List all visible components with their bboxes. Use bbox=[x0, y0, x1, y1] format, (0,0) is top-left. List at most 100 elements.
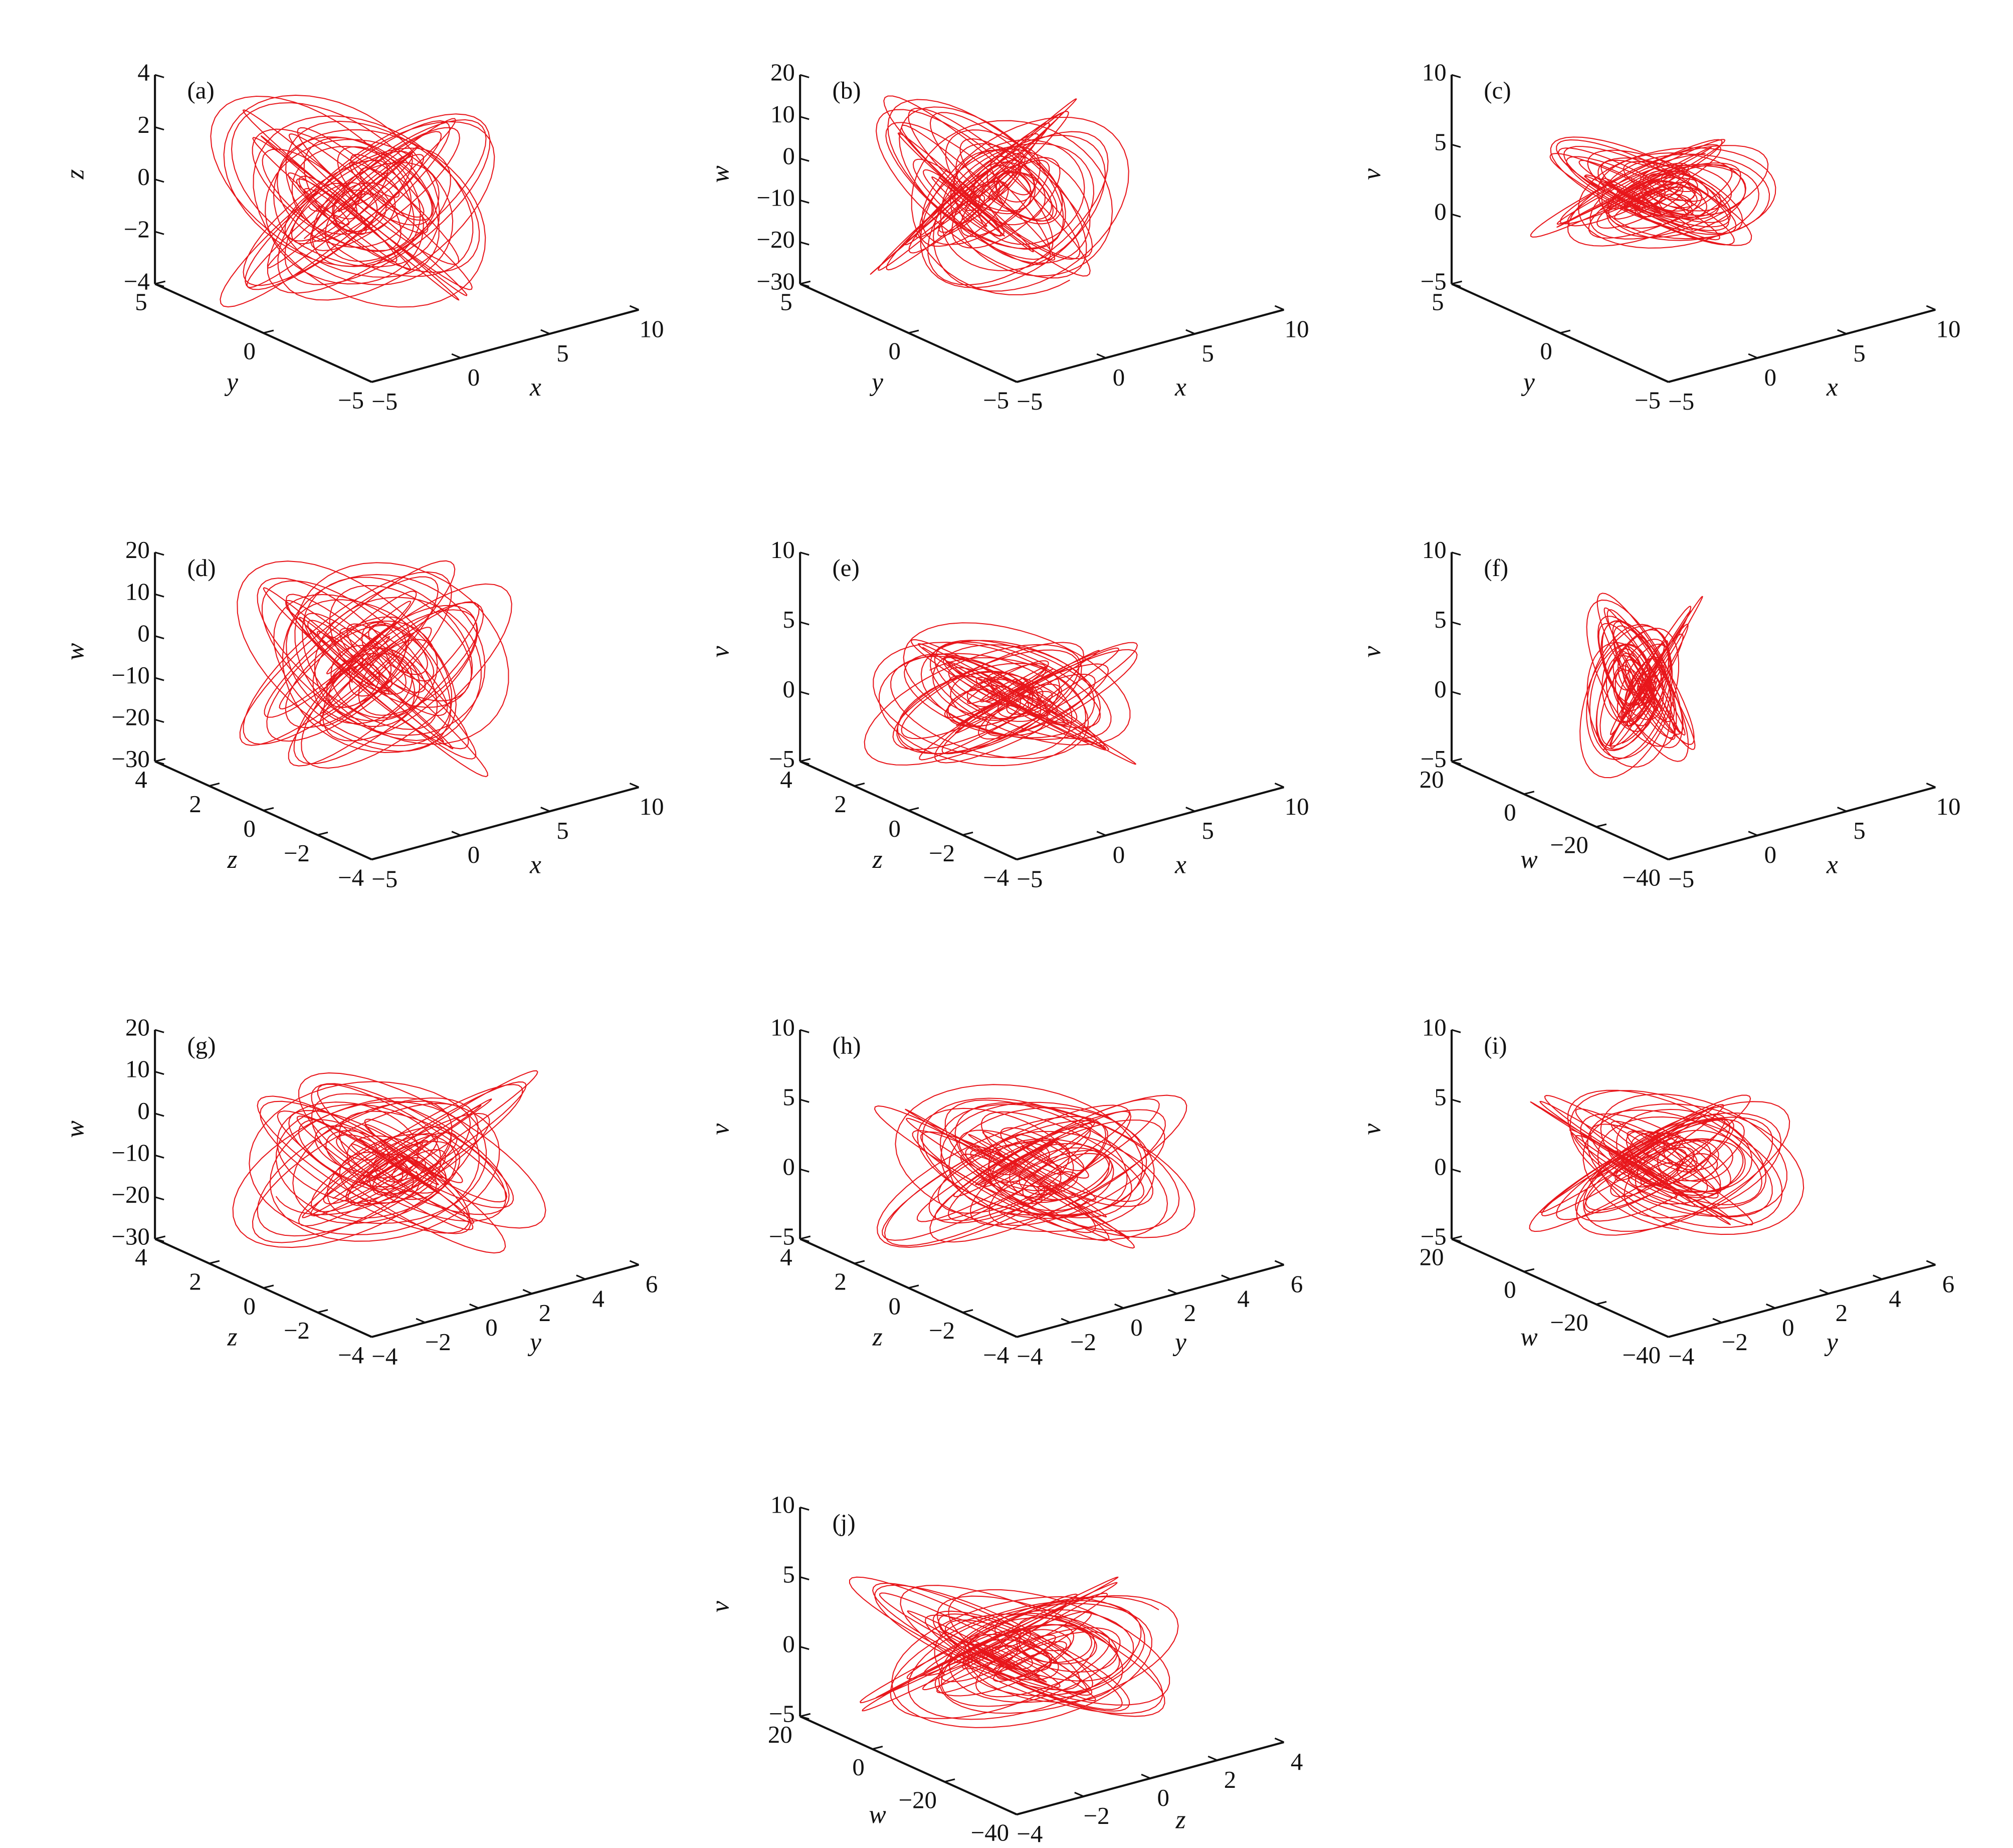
axis-label: y bbox=[224, 368, 238, 397]
axis-label: w bbox=[1520, 845, 1537, 874]
tick-mark bbox=[1017, 379, 1028, 383]
panel-label: (d) bbox=[187, 554, 216, 582]
trajectory bbox=[1530, 136, 1776, 249]
tick-mark bbox=[1748, 831, 1758, 836]
tick-label: 5 bbox=[135, 288, 147, 316]
tick-mark bbox=[1451, 143, 1461, 148]
axis-label: y bbox=[869, 368, 883, 397]
tick-mark bbox=[1837, 807, 1847, 812]
tick-mark bbox=[1274, 305, 1285, 311]
axis-label: x bbox=[1174, 851, 1186, 879]
tick-mark bbox=[263, 1284, 274, 1289]
tick-mark bbox=[1274, 1737, 1285, 1743]
tick-mark bbox=[799, 1238, 810, 1242]
tick-mark bbox=[1007, 377, 1018, 383]
tick-mark bbox=[1061, 1318, 1071, 1324]
tick-label: 0 bbox=[243, 815, 255, 842]
tick-label: 10 bbox=[1285, 793, 1309, 820]
depth-axis bbox=[154, 760, 372, 861]
tick-mark bbox=[799, 280, 811, 285]
tick-label: −40 bbox=[971, 1818, 1009, 1846]
tick-label: 0 bbox=[782, 142, 794, 169]
tick-label: −4 bbox=[124, 268, 150, 295]
tick-label: −20 bbox=[111, 1181, 149, 1208]
tick-label: 5 bbox=[1201, 817, 1214, 844]
tick-label: 5 bbox=[1434, 606, 1446, 633]
tick-mark bbox=[1873, 1274, 1883, 1280]
tick-label: −5 bbox=[371, 388, 397, 415]
tick-mark bbox=[1451, 213, 1461, 218]
tick-mark bbox=[1595, 823, 1607, 828]
panel-label: (a) bbox=[187, 77, 214, 104]
depth-axis bbox=[1451, 283, 1669, 383]
tick-mark bbox=[908, 807, 919, 811]
tick-label: 0 bbox=[1764, 841, 1776, 868]
axis-label: z bbox=[872, 845, 883, 874]
tick-mark bbox=[799, 1715, 810, 1720]
tick-label: −2 bbox=[284, 1317, 310, 1344]
tick-label: 10 bbox=[1936, 793, 1961, 820]
tick-mark bbox=[362, 855, 372, 860]
tick-label: −5 bbox=[983, 386, 1009, 414]
tick-label: 0 bbox=[1113, 363, 1125, 391]
panel: −30 −20 −10 0 10 20 −5 0 5 −5 0 5 10 w y x (b) bbox=[706, 59, 1309, 415]
tick-label: 0 bbox=[1434, 198, 1446, 226]
tick-mark bbox=[154, 758, 166, 763]
axis-label: x bbox=[1826, 851, 1838, 879]
panel-label: (h) bbox=[833, 1031, 861, 1059]
tick-mark bbox=[1926, 305, 1936, 311]
tick-label: 0 bbox=[468, 841, 480, 868]
tick-label: 4 bbox=[135, 766, 147, 793]
tick-label: −40 bbox=[1623, 1341, 1661, 1369]
tick-mark bbox=[1185, 807, 1195, 812]
tick-mark bbox=[1451, 621, 1461, 626]
tick-label: 4 bbox=[592, 1284, 604, 1312]
tick-label: 20 bbox=[125, 536, 150, 564]
tick-label: 0 bbox=[1434, 675, 1446, 703]
tick-label: 2 bbox=[1224, 1766, 1236, 1793]
tick-mark bbox=[799, 200, 810, 204]
tick-label: −5 bbox=[769, 745, 795, 773]
tick-mark bbox=[799, 74, 810, 78]
tick-label: 10 bbox=[770, 536, 795, 564]
axis-label: v bbox=[1357, 646, 1386, 657]
tick-mark bbox=[154, 126, 164, 131]
tick-label: −2 bbox=[929, 1317, 955, 1344]
tick-label: −4 bbox=[371, 1343, 397, 1370]
tick-mark bbox=[1007, 1809, 1018, 1815]
tick-mark bbox=[1837, 329, 1847, 335]
tick-label: 20 bbox=[1420, 766, 1444, 793]
tick-label: −5 bbox=[1635, 386, 1661, 414]
panel-label: (c) bbox=[1484, 77, 1511, 104]
tick-mark bbox=[908, 329, 919, 334]
tick-label: −10 bbox=[111, 661, 149, 689]
tick-mark bbox=[154, 1196, 164, 1201]
tick-label: −5 bbox=[371, 865, 397, 892]
tick-label: 10 bbox=[1936, 315, 1961, 343]
depth-axis bbox=[799, 1715, 1018, 1815]
tick-label: 0 bbox=[243, 337, 255, 365]
tick-mark bbox=[154, 1235, 166, 1240]
tick-label: 4 bbox=[137, 59, 149, 86]
axis-label: v bbox=[1357, 168, 1386, 180]
tick-mark bbox=[1017, 1334, 1028, 1338]
tick-label: −40 bbox=[1623, 864, 1661, 891]
tick-mark bbox=[799, 241, 810, 246]
tick-label: 6 bbox=[1291, 1270, 1303, 1298]
tick-label: −4 bbox=[1017, 1343, 1043, 1370]
tick-mark bbox=[154, 1070, 164, 1075]
tick-mark bbox=[469, 1303, 479, 1309]
tick-label: 0 bbox=[782, 1630, 794, 1658]
tick-mark bbox=[371, 856, 382, 860]
tick-mark bbox=[1659, 377, 1669, 383]
tick-mark bbox=[1819, 1289, 1829, 1295]
tick-mark bbox=[154, 718, 164, 723]
panel-label: (g) bbox=[187, 1031, 216, 1059]
tick-mark bbox=[1274, 783, 1285, 788]
tick-label: 10 bbox=[1422, 59, 1447, 86]
tick-label: 20 bbox=[125, 1013, 150, 1041]
tick-mark bbox=[944, 1778, 955, 1783]
tick-label: 0 bbox=[1540, 337, 1552, 365]
tick-mark bbox=[451, 353, 461, 359]
